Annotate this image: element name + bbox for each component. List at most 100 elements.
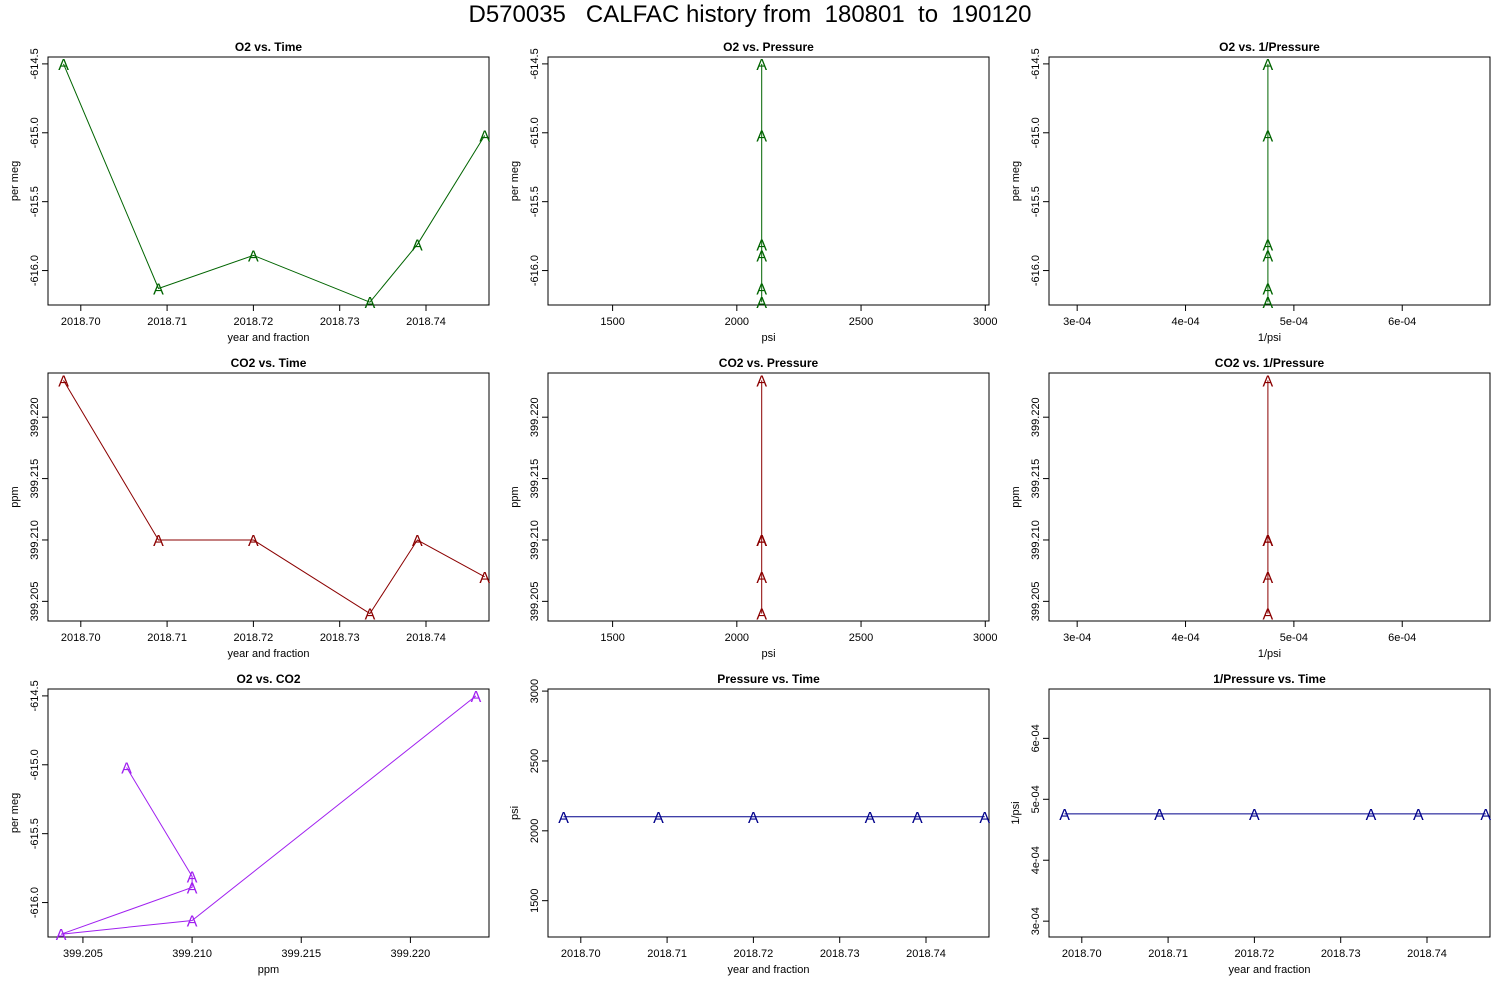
y-tick-label: 399.215 [529, 459, 541, 499]
x-tick-label: 3e-04 [1063, 316, 1091, 328]
y-tick-label: -614.5 [29, 48, 41, 79]
x-tick-label: 2018.72 [234, 632, 274, 644]
x-tick-label: 399.210 [172, 948, 212, 960]
data-point: A [412, 237, 423, 254]
data-point: A [56, 927, 67, 944]
y-tick-label: 399.220 [529, 397, 541, 437]
y-tick-label: 399.210 [529, 520, 541, 560]
y-tick-label: 399.220 [1030, 397, 1042, 437]
data-point: A [653, 810, 664, 827]
y-axis-label: ppm [1010, 486, 1022, 507]
x-tick-label: 2018.73 [320, 632, 360, 644]
data-point: A [1263, 237, 1274, 254]
y-tick-label: 3e-04 [1030, 907, 1042, 935]
data-point: A [121, 761, 132, 778]
x-tick-label: 2018.72 [234, 316, 274, 328]
y-tick-label: -614.5 [529, 48, 541, 79]
y-tick-label: 2500 [529, 749, 541, 773]
y-axis-label: ppm [509, 486, 521, 507]
y-tick-label: 399.220 [29, 397, 41, 437]
x-tick-label: 2018.72 [734, 948, 774, 960]
plot-frame [547, 56, 990, 306]
y-axis-label: per meg [9, 793, 21, 833]
data-point: A [1263, 373, 1274, 390]
y-tick-label: -616.0 [529, 255, 541, 286]
plot-frame [547, 372, 990, 622]
plot-frame [47, 372, 490, 622]
data-point: A [1366, 807, 1377, 824]
data-point: A [756, 57, 767, 74]
y-tick-label: 5e-04 [1030, 785, 1042, 813]
x-tick-label: 2500 [849, 632, 873, 644]
data-point: A [756, 237, 767, 254]
panel-title: O2 vs. Pressure [723, 40, 814, 54]
chart-panel: 1/Pressure vs. Time 2018.70 2018.71 2018.72… [1010, 672, 1491, 976]
x-tick-label: 2018.74 [406, 316, 446, 328]
x-tick-label: 2018.73 [1321, 948, 1361, 960]
x-axis-label: psi [761, 648, 775, 660]
y-tick-label: -616.0 [29, 255, 41, 286]
panel-title: CO2 vs. Pressure [719, 356, 819, 370]
plot-frame [1048, 688, 1491, 938]
data-point: A [471, 689, 482, 706]
plot-frame [47, 688, 490, 938]
y-axis-label: per meg [9, 161, 21, 201]
y-tick-label: 399.210 [29, 520, 41, 560]
series-line [63, 63, 486, 303]
y-axis-label: ppm [9, 486, 21, 507]
y-axis-label: per meg [1010, 161, 1022, 201]
x-tick-label: 2018.70 [1062, 948, 1102, 960]
chart-panel: CO2 vs. 1/Pressure 3e-04 4e-04 5e-04 6e-04 39… [1010, 356, 1491, 660]
panel-title: O2 vs. Time [235, 40, 302, 54]
y-tick-label: -615.0 [29, 749, 41, 780]
data-point: A [1154, 807, 1165, 824]
x-tick-label: 2018.74 [406, 632, 446, 644]
chart-panel: O2 vs. CO2 399.205 399.210 399.215 399.220 -6… [9, 672, 490, 976]
x-tick-label: 2018.74 [1407, 948, 1447, 960]
panel-title: Pressure vs. Time [717, 672, 820, 686]
data-point: A [479, 129, 490, 146]
data-point: A [979, 810, 990, 827]
x-tick-label: 2018.70 [61, 316, 101, 328]
y-tick-label: -615.0 [29, 117, 41, 148]
panel-title: 1/Pressure vs. Time [1213, 672, 1326, 686]
y-tick-label: 399.205 [29, 581, 41, 621]
x-tick-label: 5e-04 [1280, 632, 1308, 644]
y-tick-label: -616.0 [1030, 255, 1042, 286]
data-point: A [756, 533, 767, 550]
x-tick-label: 3000 [973, 316, 997, 328]
x-tick-label: 3e-04 [1063, 632, 1091, 644]
data-point: A [187, 880, 198, 897]
data-point: A [1263, 57, 1274, 74]
x-tick-label: 4e-04 [1171, 316, 1199, 328]
x-axis-label: year and fraction [228, 332, 310, 344]
y-tick-label: 399.205 [1030, 581, 1042, 621]
panel-title: CO2 vs. 1/Pressure [1215, 356, 1325, 370]
data-point: A [479, 570, 490, 587]
data-point: A [1059, 807, 1070, 824]
data-point: A [187, 913, 198, 930]
data-point: A [248, 248, 259, 265]
data-point: A [1249, 807, 1260, 824]
data-point: A [756, 129, 767, 146]
x-axis-label: year and fraction [228, 648, 310, 660]
x-tick-label: 2018.73 [320, 316, 360, 328]
data-point: A [558, 810, 569, 827]
data-point: A [365, 607, 376, 624]
data-point: A [756, 533, 767, 550]
x-tick-label: 2018.70 [561, 948, 601, 960]
data-point: A [153, 533, 164, 550]
chart-panel: O2 vs. 1/Pressure 3e-04 4e-04 5e-04 6e-04 -61… [1010, 40, 1491, 344]
x-tick-label: 399.205 [63, 948, 103, 960]
y-tick-label: 3000 [529, 679, 541, 703]
data-point: A [365, 295, 376, 312]
series-line [60, 695, 477, 935]
y-tick-label: 1500 [529, 888, 541, 912]
y-axis-label: 1/psi [1010, 801, 1022, 824]
data-point: A [58, 57, 69, 74]
x-tick-label: 2018.73 [820, 948, 860, 960]
x-tick-label: 2018.71 [147, 316, 187, 328]
x-tick-label: 2000 [725, 316, 749, 328]
data-point: A [1263, 533, 1274, 550]
